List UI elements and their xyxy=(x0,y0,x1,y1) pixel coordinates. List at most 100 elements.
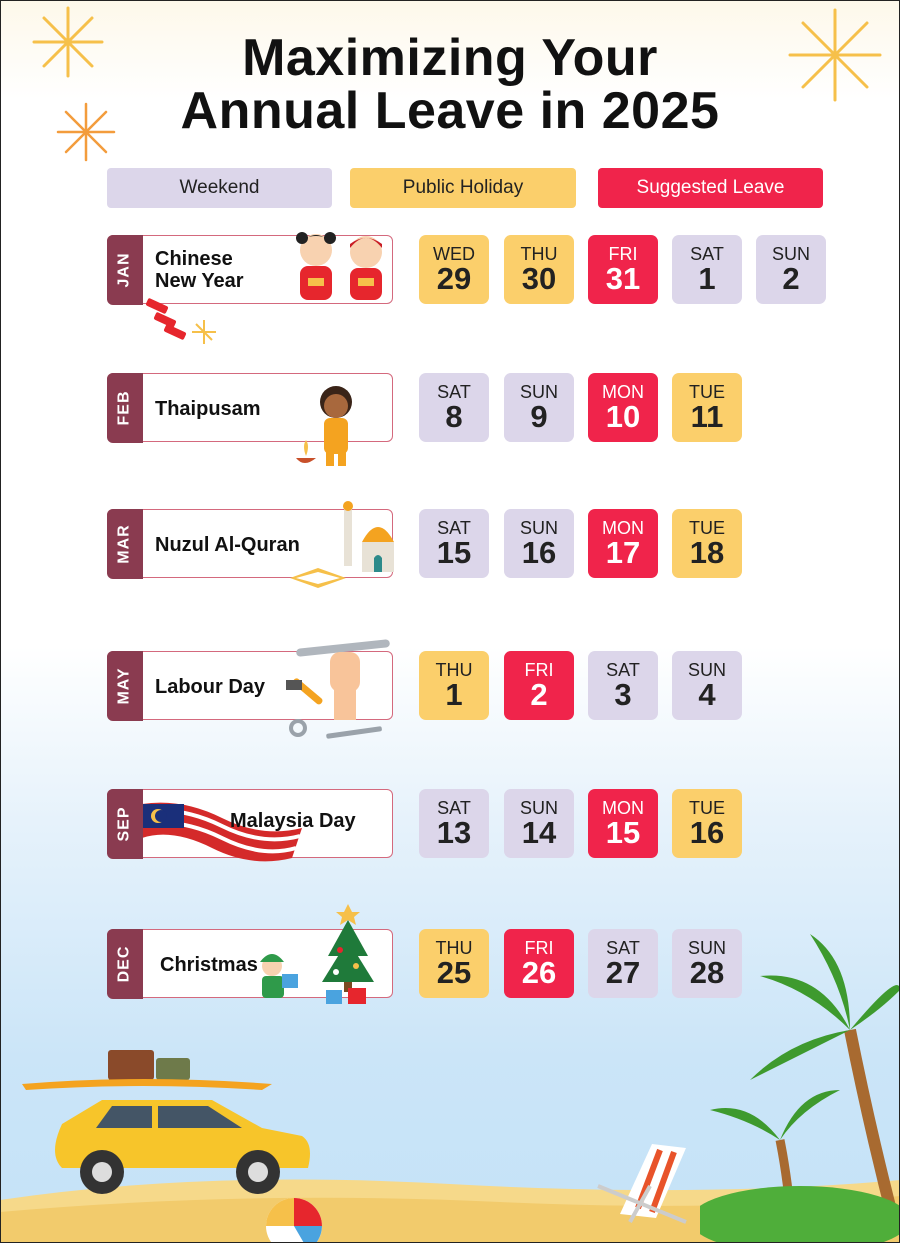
beach-ball-icon xyxy=(266,1198,322,1243)
day-of-week: SUN xyxy=(771,244,810,265)
day-of-week: SAT xyxy=(437,798,471,819)
day-cell: SUN 16 xyxy=(504,509,574,578)
holiday-name-line-2: New Year xyxy=(155,270,244,292)
date-number: 4 xyxy=(698,677,716,713)
day-of-week: SUN xyxy=(687,938,726,959)
day-of-week: SAT xyxy=(606,938,640,959)
date-number: 16 xyxy=(521,535,557,571)
day-cell: MON 15 xyxy=(588,789,658,858)
holiday-card-may: MAY Labour Day xyxy=(106,639,393,739)
date-number: 2 xyxy=(530,677,548,713)
day-cell: WED 29 xyxy=(419,235,489,304)
date-number: 2 xyxy=(782,261,800,297)
day-cell: THU 25 xyxy=(419,929,489,998)
labour-fist-tools-icon xyxy=(286,639,390,739)
day-cell: FRI 26 xyxy=(504,929,574,998)
day-cell: SUN 28 xyxy=(672,929,742,998)
day-cell: MON 17 xyxy=(588,509,658,578)
mosque-icon xyxy=(290,501,394,588)
beach-sand-icon xyxy=(0,1179,900,1243)
holiday-name: Christmas xyxy=(160,954,258,976)
month-label: MAY xyxy=(115,666,133,705)
day-of-week: SUN xyxy=(687,660,726,681)
holiday-card-dec: DEC Christmas xyxy=(106,904,393,1004)
date-number: 16 xyxy=(689,815,725,851)
month-tab: JAN xyxy=(106,234,143,305)
month-tab: SEP xyxy=(106,788,143,859)
date-number: 11 xyxy=(690,399,724,435)
day-cell: SUN 2 xyxy=(756,235,826,304)
fireworks-top-left-icon xyxy=(32,6,116,162)
day-cell: SAT 3 xyxy=(588,651,658,720)
date-number: 17 xyxy=(605,535,641,571)
firecracker-icon xyxy=(145,298,216,344)
month-tab: MAY xyxy=(106,650,143,721)
date-number: 14 xyxy=(521,815,557,851)
holiday-name: Labour Day xyxy=(155,676,265,698)
date-number: 18 xyxy=(689,535,725,571)
day-cell: SAT 27 xyxy=(588,929,658,998)
legend-weekend: Weekend xyxy=(107,168,332,208)
date-number: 1 xyxy=(445,677,463,713)
month-tab: MAR xyxy=(106,508,143,579)
date-number: 26 xyxy=(521,955,557,991)
day-cell: TUE 11 xyxy=(672,373,742,442)
day-of-week: SAT xyxy=(437,382,471,403)
date-number: 8 xyxy=(445,399,463,435)
thaipusam-child-icon xyxy=(296,386,352,466)
day-of-week: MON xyxy=(602,518,644,539)
date-number: 9 xyxy=(530,399,548,435)
day-cell: MON 10 xyxy=(588,373,658,442)
day-cell: FRI 31 xyxy=(588,235,658,304)
page-title-line-1: Maximizing Your xyxy=(242,29,658,87)
day-of-week: THU xyxy=(435,660,473,681)
day-cell: TUE 18 xyxy=(672,509,742,578)
day-of-week: MON xyxy=(602,798,644,819)
month-label: MAR xyxy=(115,523,133,564)
day-cell: SAT 15 xyxy=(419,509,489,578)
day-of-week: TUE xyxy=(689,382,725,403)
day-of-week: TUE xyxy=(689,518,725,539)
day-cell: SAT 1 xyxy=(672,235,742,304)
holiday-name: Chinese New Year xyxy=(155,248,244,292)
date-number: 28 xyxy=(689,955,725,991)
date-number: 13 xyxy=(436,815,472,851)
day-of-week: SUN xyxy=(519,518,558,539)
christmas-tree-icon xyxy=(260,904,374,1004)
month-tab: FEB xyxy=(106,372,143,443)
car-with-luggage-icon xyxy=(22,1050,310,1194)
month-label: JAN xyxy=(115,251,133,288)
malaysia-flag-icon xyxy=(142,802,302,862)
day-of-week: SUN xyxy=(519,798,558,819)
day-cell: FRI 2 xyxy=(504,651,574,720)
day-of-week: SUN xyxy=(519,382,558,403)
holiday-card-jan: JAN Chinese New Year xyxy=(106,232,393,305)
legend-suggested-leave: Suggested Leave xyxy=(598,168,823,208)
month-label: SEP xyxy=(115,805,133,842)
day-of-week: SAT xyxy=(606,660,640,681)
month-tab: DEC xyxy=(106,928,143,999)
day-cell: SUN 4 xyxy=(672,651,742,720)
holiday-name-line-1: Thaipusam xyxy=(155,398,261,420)
day-cell: THU 1 xyxy=(419,651,489,720)
chinese-kids-icon xyxy=(296,232,382,300)
day-of-week: THU xyxy=(435,938,473,959)
holiday-name-line-1: Malaysia Day xyxy=(230,810,356,832)
date-number: 27 xyxy=(605,955,641,991)
month-label: FEB xyxy=(115,390,133,425)
palm-trees-icon xyxy=(700,934,900,1243)
month-label: DEC xyxy=(115,945,133,982)
holiday-name-line-1: Christmas xyxy=(160,954,258,976)
date-number: 30 xyxy=(521,261,557,297)
date-number: 10 xyxy=(605,399,641,435)
day-of-week: FRI xyxy=(524,938,554,959)
date-number: 31 xyxy=(605,261,641,297)
date-number: 29 xyxy=(436,261,472,297)
day-cell: THU 30 xyxy=(504,235,574,304)
day-cell: SAT 8 xyxy=(419,373,489,442)
beach-chair-icon xyxy=(597,1144,687,1224)
holiday-card-sep: SEP Malaysia Day xyxy=(106,788,393,862)
day-cell: SUN 9 xyxy=(504,373,574,442)
holiday-name-line-1: Labour Day xyxy=(155,676,266,698)
legend-public-holiday: Public Holiday xyxy=(350,168,576,208)
